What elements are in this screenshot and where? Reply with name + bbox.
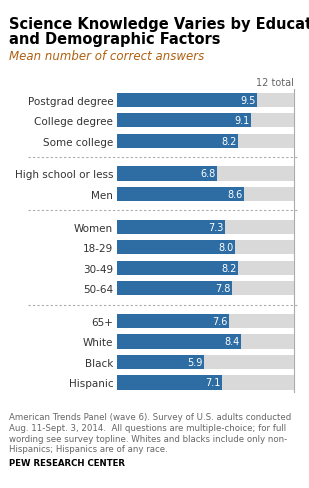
Text: 8.2: 8.2 [221,263,236,273]
Bar [117,241,294,255]
Bar [117,314,294,328]
Text: PEW RESEARCH CENTER: PEW RESEARCH CENTER [9,458,125,467]
Text: 8.6: 8.6 [227,189,242,200]
Text: Mean number of correct answers: Mean number of correct answers [9,50,205,63]
Bar [117,355,294,369]
Text: Hispanics; Hispanics are of any race.: Hispanics; Hispanics are of any race. [9,445,168,453]
Bar [117,93,294,108]
Text: 7.1: 7.1 [205,378,220,387]
Bar [117,375,294,390]
Bar [117,335,241,349]
Text: 8.2: 8.2 [221,137,236,146]
Text: American Trends Panel (wave 6). Survey of U.S. adults conducted: American Trends Panel (wave 6). Survey o… [9,412,291,421]
Bar [117,134,294,148]
Text: 7.8: 7.8 [215,284,231,294]
Bar [117,167,294,181]
Bar [117,187,294,202]
Bar [117,314,229,328]
Bar [117,261,294,275]
Bar [117,261,238,275]
Bar [117,282,294,296]
Bar [117,114,294,128]
Text: Aug. 11-Sept. 3, 2014.  All questions are multiple-choice; for full: Aug. 11-Sept. 3, 2014. All questions are… [9,423,286,432]
Bar [117,167,217,181]
Bar [117,375,222,390]
Bar [117,241,235,255]
Text: 6.8: 6.8 [201,169,216,179]
Bar [117,220,225,234]
Bar [117,187,244,202]
Bar [117,114,251,128]
Bar [117,93,257,108]
Text: 5.9: 5.9 [187,357,203,367]
Text: 8.0: 8.0 [218,243,234,253]
Text: 9.5: 9.5 [240,96,256,105]
Text: wording see survey topline. Whites and blacks include only non-: wording see survey topline. Whites and b… [9,434,287,443]
Bar [117,134,238,148]
Text: and Demographic Factors: and Demographic Factors [9,32,221,47]
Text: 8.4: 8.4 [224,337,239,346]
Bar [117,282,232,296]
Bar [117,335,294,349]
Text: 7.6: 7.6 [212,316,228,326]
Text: 7.3: 7.3 [208,222,223,232]
Text: Science Knowledge Varies by Education: Science Knowledge Varies by Education [9,17,309,32]
Bar [117,355,204,369]
Text: 12 total: 12 total [256,78,294,88]
Bar [117,220,294,234]
Text: 9.1: 9.1 [235,116,250,126]
